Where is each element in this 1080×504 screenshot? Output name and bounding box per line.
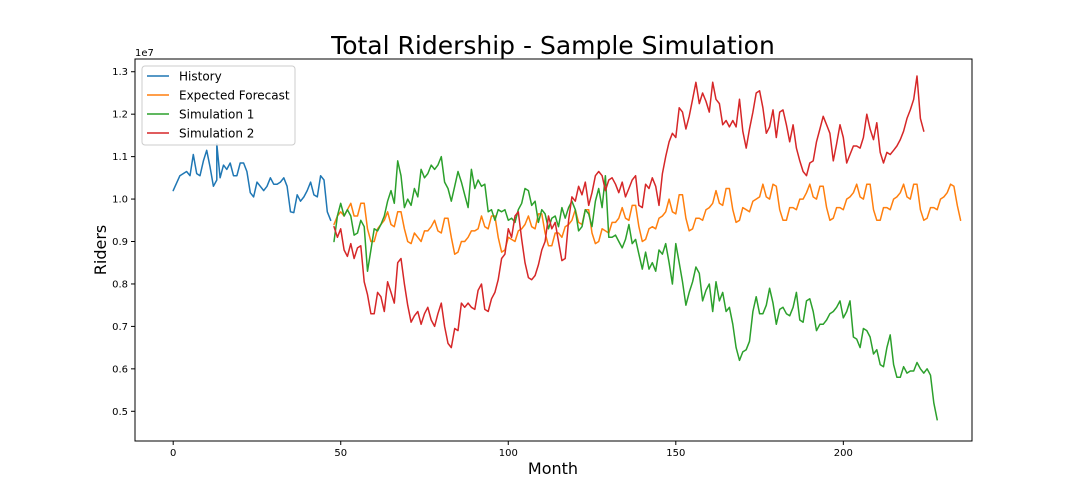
y-tick-label: 0.6 — [112, 364, 128, 375]
legend-box — [141, 65, 296, 146]
series-layer — [172, 75, 962, 421]
x-tick-label: 50 — [334, 448, 347, 459]
y-axis: 0.5 0.6 0.7 0.8 0.9 1.0 1.1 1.2 1.3 — [112, 67, 135, 418]
series-line-4 — [333, 75, 925, 349]
legend-label-3: Simulation 1 — [179, 108, 254, 122]
y-tick-label: 0.8 — [112, 279, 128, 290]
y-axis-offset-label: 1e7 — [135, 48, 154, 59]
plot-frame — [134, 58, 973, 442]
y-axis-label: Riders — [91, 225, 110, 275]
legend-label-4: Simulation 2 — [179, 127, 254, 141]
legend-label-2: Expected Forecast — [179, 89, 290, 103]
x-tick-label: 100 — [499, 448, 518, 459]
x-axis-label: Month — [528, 459, 578, 478]
legend-label-1: History — [179, 70, 222, 84]
x-tick-label: 0 — [170, 448, 176, 459]
legend: History Expected Forecast Simulation 1 Simu… — [141, 65, 296, 146]
y-tick-label: 0.7 — [112, 322, 128, 333]
x-tick-label: 200 — [834, 448, 853, 459]
y-tick-label: 1.2 — [112, 110, 128, 121]
y-tick-label: 0.5 — [112, 407, 128, 418]
y-tick-label: 1.3 — [112, 67, 128, 78]
chart-title: Total Ridership - Sample Simulation — [330, 31, 775, 60]
x-axis: 0 50 100 150 200 — [170, 441, 853, 459]
series-line-1 — [172, 143, 332, 222]
series-line-2 — [333, 183, 962, 255]
series-line-3 — [333, 155, 938, 421]
x-tick-label: 150 — [666, 448, 685, 459]
y-tick-label: 1.0 — [112, 195, 128, 206]
y-tick-label: 0.9 — [112, 237, 128, 248]
y-tick-label: 1.1 — [112, 152, 128, 163]
